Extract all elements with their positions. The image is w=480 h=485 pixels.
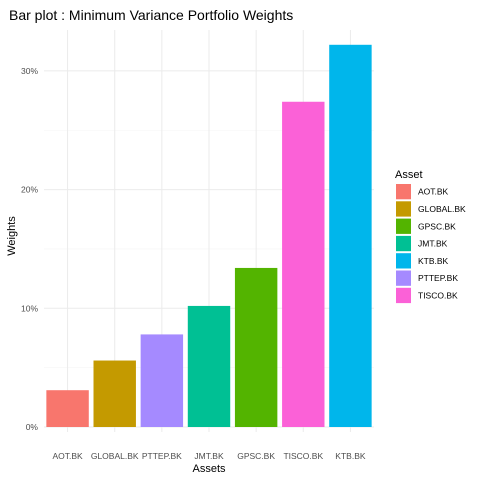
legend-key-swatch (396, 270, 411, 286)
legend-entry-label: KTB.BK (418, 256, 449, 266)
legend-entry-label: PTTEP.BK (418, 273, 458, 283)
y-axis-ticks: 0% 10% 20% 30% (21, 66, 38, 432)
y-tick-label: 10% (21, 303, 38, 313)
bar-pttep-bk (140, 334, 184, 427)
bar-ktb-bk (329, 44, 372, 427)
legend-key-swatch (396, 201, 411, 217)
legend-title: Asset (395, 169, 423, 181)
x-tick-label: JMT.BK (194, 451, 224, 461)
legend: Asset AOT.BK GLOBAL.BK GPSC.BK JMT.BK KTB.BK… (395, 169, 466, 305)
y-tick-label: 30% (21, 66, 38, 76)
x-tick-label: KTB.BK (335, 451, 366, 461)
legend-key-swatch (396, 253, 411, 269)
x-axis-ticks: AOT.BK GLOBAL.BK PTTEP.BK JMT.BK GPSC.BK TISC… (52, 451, 365, 461)
x-axis-title: Assets (192, 463, 226, 475)
bar-tisco-bk (282, 101, 325, 427)
x-tick-label: AOT.BK (52, 451, 83, 461)
x-tick-label: TISCO.BK (283, 451, 323, 461)
y-axis-title: Weights (6, 216, 18, 256)
bar-gpsc-bk (234, 267, 278, 427)
bar-aot-bk (46, 390, 89, 427)
x-tick-label: PTTEP.BK (142, 451, 182, 461)
legend-key-swatch (396, 287, 411, 304)
chart-title: Bar plot : Minimum Variance Portfolio We… (9, 7, 293, 23)
bar-jmt-bk (187, 305, 231, 427)
legend-key-swatch (396, 218, 411, 234)
y-tick-label: 20% (21, 185, 38, 195)
x-tick-label: GLOBAL.BK (91, 451, 139, 461)
legend-entry-label: GPSC.BK (418, 221, 456, 231)
legend-entry-label: AOT.BK (418, 187, 449, 197)
legend-key-swatch (396, 184, 411, 200)
y-tick-label: 0% (26, 422, 39, 432)
bar-global-bk (93, 360, 136, 427)
legend-key-swatch (396, 235, 411, 252)
legend-entry-label: GLOBAL.BK (418, 204, 466, 214)
legend-entry-label: TISCO.BK (418, 290, 458, 300)
x-tick-label: GPSC.BK (237, 451, 275, 461)
legend-entry-label: JMT.BK (418, 239, 448, 249)
bars (46, 44, 372, 427)
